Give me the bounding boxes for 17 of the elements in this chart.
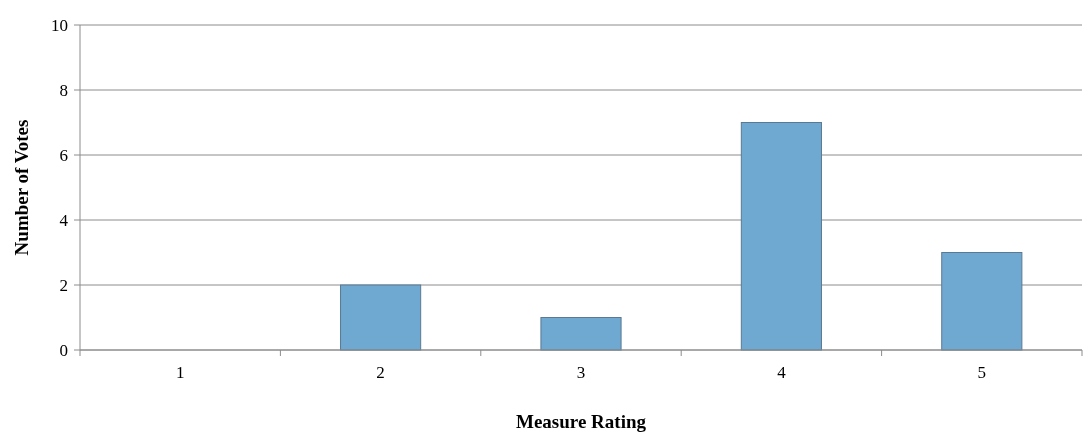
y-tick-label: 0: [59, 340, 68, 360]
x-axis-title: Measure Rating: [516, 411, 647, 432]
x-tick-label: 5: [977, 363, 987, 382]
bar: [540, 317, 622, 351]
x-tick-label: 4: [777, 363, 787, 382]
x-tick-label: 3: [576, 363, 586, 382]
y-tick-label: 6: [59, 145, 68, 165]
y-tick-label: 2: [59, 275, 68, 295]
y-tick-label: 8: [59, 80, 68, 100]
x-tick-label: 1: [175, 363, 185, 382]
bar: [340, 284, 422, 351]
x-tick-label: 2: [376, 363, 385, 382]
bar: [941, 252, 1023, 351]
bar: [740, 122, 822, 351]
y-tick-label: 10: [51, 15, 68, 35]
y-axis-title: Number of Votes: [11, 119, 32, 256]
y-tick-label: 4: [59, 210, 69, 230]
